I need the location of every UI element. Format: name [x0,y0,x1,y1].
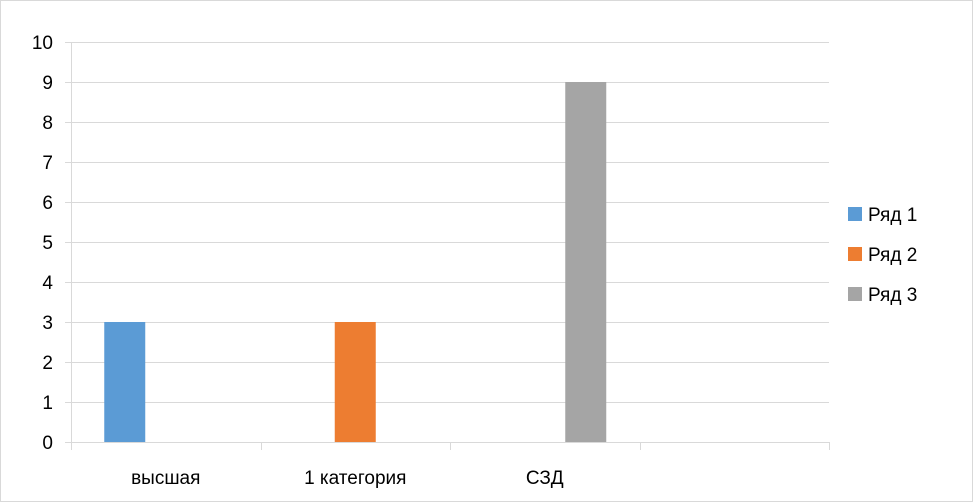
legend-swatch-2 [848,247,862,261]
x-tick-label: 1 категория [304,468,406,489]
y-axis-tick-labels: 0 1 2 3 4 5 6 7 8 9 10 [32,33,54,454]
gridlines [71,43,829,443]
bar-2-2 [335,322,376,442]
legend: Ряд 1 Ряд 2 Ряд 3 [848,205,917,306]
legend-label-3: Ряд 3 [868,285,917,306]
y-tick-label: 9 [42,73,53,94]
x-axis-tick-labels: высшая 1 категория СЗД [131,468,564,489]
y-tick-label: 0 [42,433,53,454]
y-tick-label: 10 [32,33,53,54]
bars [104,82,606,442]
legend-label-1: Ряд 1 [868,205,917,226]
legend-label-2: Ряд 2 [868,245,917,266]
y-tick-label: 8 [42,113,53,134]
axes [65,42,830,450]
y-tick-label: 4 [42,273,53,294]
bar-3-3 [565,82,606,442]
legend-swatch-1 [848,207,862,221]
x-tick-label: СЗД [526,468,564,489]
y-tick-label: 6 [42,193,53,214]
y-tick-label: 5 [42,233,53,254]
y-tick-label: 3 [42,313,53,334]
x-tick-label: высшая [131,468,200,489]
bar-1-1 [104,322,145,442]
y-tick-label: 1 [42,393,53,414]
y-tick-label: 2 [42,353,53,374]
legend-swatch-3 [848,287,862,301]
y-tick-label: 7 [42,153,53,174]
